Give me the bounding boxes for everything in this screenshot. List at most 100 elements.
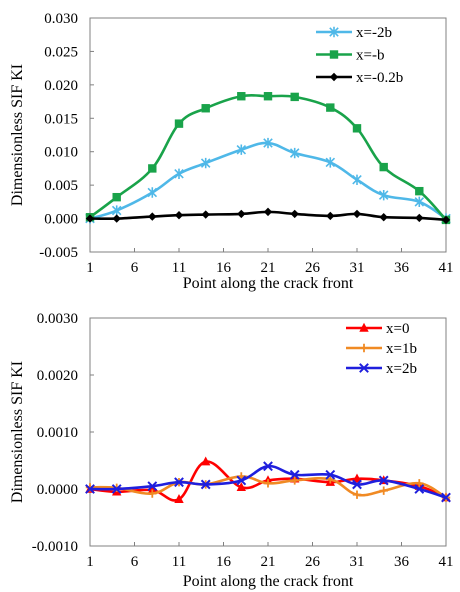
square-marker xyxy=(290,92,299,102)
triangle-marker xyxy=(236,482,246,491)
star-marker xyxy=(174,168,184,179)
x-marker xyxy=(236,475,247,486)
series-line xyxy=(89,141,447,220)
x-tick-label: 6 xyxy=(131,260,139,276)
square-marker xyxy=(352,124,362,133)
diamond-marker xyxy=(326,211,335,221)
star-marker xyxy=(378,189,389,201)
x-marker xyxy=(111,484,122,494)
x-tick-label: 41 xyxy=(439,260,454,276)
legend-entry: x=1b xyxy=(346,341,417,357)
legend-label: x=-0.2b xyxy=(356,70,403,86)
chart-top: 0.030 0.025 0.020 0.015 0.010 0.005 0.000 -0.00… xyxy=(9,11,454,292)
x-tick-label: 6 xyxy=(131,554,139,570)
y-tick-label: -0.0010 xyxy=(32,539,78,555)
series-x=2b xyxy=(85,461,451,503)
star-marker xyxy=(111,205,122,216)
triangle-marker xyxy=(174,494,184,503)
plus-marker xyxy=(263,479,273,488)
square-marker xyxy=(379,162,388,172)
star-marker xyxy=(200,157,211,169)
x-marker xyxy=(359,363,369,373)
diamond-marker xyxy=(441,215,451,225)
x-marker xyxy=(352,479,362,490)
x-tick-label: 31 xyxy=(350,554,365,570)
plus-marker xyxy=(379,486,388,495)
triangle-marker xyxy=(201,456,211,466)
star-marker xyxy=(236,144,247,155)
series-x=-0.2b xyxy=(85,207,451,225)
plus-marker xyxy=(290,476,299,485)
x-marker xyxy=(263,461,273,472)
diamond-marker xyxy=(112,214,121,223)
square-marker xyxy=(237,92,246,101)
star-marker xyxy=(325,157,336,168)
square-marker xyxy=(329,50,339,59)
plus-marker xyxy=(148,489,157,498)
legend-entry: x=-0.2b xyxy=(316,70,403,86)
series-x=-2b xyxy=(85,137,451,224)
x-marker xyxy=(378,475,389,486)
x-marker xyxy=(85,484,95,494)
x-tick-label: 16 xyxy=(216,260,232,276)
star-marker xyxy=(414,196,425,208)
y-tick-label: 0.015 xyxy=(44,111,78,127)
square-marker xyxy=(201,104,210,113)
legend-label: x=-b xyxy=(356,48,384,64)
star-marker xyxy=(329,26,339,38)
diamond-marker xyxy=(201,210,210,219)
y-tick-label: 0.020 xyxy=(44,78,78,94)
x-tick-label: 31 xyxy=(350,260,365,276)
series-x=-b xyxy=(85,92,451,225)
x-tick-label: 36 xyxy=(394,554,410,570)
legend-entry: x=2b xyxy=(346,361,417,377)
y-axis-title: Dimensionless SIF KI xyxy=(9,64,26,206)
diamond-marker xyxy=(379,213,388,222)
y-tick-label: 0.005 xyxy=(44,178,78,194)
y-tick-label: 0.0020 xyxy=(37,368,78,384)
plus-marker xyxy=(326,475,335,484)
plus-marker xyxy=(359,343,369,353)
square-marker xyxy=(174,119,184,128)
x-tick-label: 41 xyxy=(439,554,454,570)
diamond-marker xyxy=(237,209,246,219)
y-tick-label: 0.0030 xyxy=(37,311,78,327)
y-tick-label: 0.0010 xyxy=(37,425,78,441)
y-tick-label: -0.005 xyxy=(39,245,78,261)
x-axis-title: Point along the crack front xyxy=(183,275,354,292)
legend-label: x=1b xyxy=(386,341,417,357)
x-marker xyxy=(200,479,211,490)
y-tick-label: 0.0000 xyxy=(37,482,78,498)
triangle-marker xyxy=(352,473,362,483)
square-marker xyxy=(112,192,121,202)
diamond-marker xyxy=(174,211,184,220)
diamond-marker xyxy=(329,72,339,82)
x-marker xyxy=(174,477,184,488)
y-tick-label: 0.010 xyxy=(44,145,78,161)
star-marker xyxy=(289,147,300,159)
x-marker xyxy=(325,469,336,480)
x-tick-label: 36 xyxy=(394,260,410,276)
diamond-marker xyxy=(148,212,157,221)
x-tick-label: 21 xyxy=(261,260,276,276)
x-marker xyxy=(414,484,425,494)
y-tick-label: 0.025 xyxy=(44,44,78,60)
x-tick-label: 26 xyxy=(305,260,321,276)
y-tick-label: 0.000 xyxy=(44,212,78,228)
x-tick-label: 16 xyxy=(216,554,232,570)
legend-entry: x=0 xyxy=(346,321,409,337)
square-marker xyxy=(415,186,424,196)
y-tick-label: 0.030 xyxy=(44,11,78,27)
x-marker xyxy=(147,481,158,492)
diamond-marker xyxy=(415,213,424,223)
legend-label: x=2b xyxy=(386,361,417,377)
square-marker xyxy=(263,92,273,101)
x-axis-title: Point along the crack front xyxy=(183,573,354,590)
x-marker xyxy=(289,469,300,480)
triangle-marker xyxy=(359,322,369,332)
star-marker xyxy=(352,174,362,185)
x-tick-label: 21 xyxy=(261,554,276,570)
square-marker xyxy=(326,103,335,112)
